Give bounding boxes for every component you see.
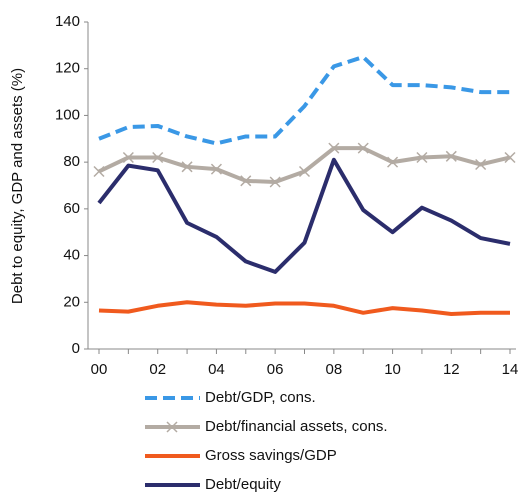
x-tick-label: 12 bbox=[443, 361, 460, 378]
legend-label: Gross savings/GDP bbox=[205, 447, 337, 464]
x-tick-label: 04 bbox=[208, 361, 225, 378]
point-marker bbox=[152, 151, 164, 164]
legend-label: Debt/GDP, cons. bbox=[205, 389, 316, 406]
point-marker bbox=[504, 151, 516, 164]
series-line bbox=[97, 157, 511, 274]
point-marker bbox=[181, 161, 193, 173]
y-tick-label: 0 bbox=[72, 340, 80, 357]
point-marker bbox=[357, 142, 369, 154]
y-tick-label: 40 bbox=[63, 247, 80, 264]
y-tick-label: 60 bbox=[63, 200, 80, 217]
y-tick-label: 20 bbox=[63, 293, 80, 310]
x-tick-label: 10 bbox=[384, 361, 401, 378]
x-tick-label: 14 bbox=[502, 361, 519, 378]
point-marker bbox=[240, 175, 252, 187]
y-tick-label: 120 bbox=[55, 60, 80, 77]
legend-label: Debt/equity bbox=[205, 476, 281, 493]
point-marker bbox=[445, 150, 457, 162]
point-marker bbox=[475, 158, 487, 171]
legend-label: Debt/financial assets, cons. bbox=[205, 418, 388, 435]
point-marker bbox=[387, 156, 399, 168]
x-tick-label: 06 bbox=[267, 361, 284, 378]
y-tick-label: 80 bbox=[63, 153, 80, 170]
series-line bbox=[98, 55, 510, 146]
point-marker bbox=[328, 142, 340, 154]
x-tick-label: 00 bbox=[91, 361, 108, 378]
point-marker bbox=[298, 165, 311, 178]
point-marker bbox=[269, 176, 281, 188]
y-tick-label: 100 bbox=[55, 106, 80, 123]
y-axis-label: Debt to equity, GDP and assets (%) bbox=[9, 68, 26, 304]
legend-marker bbox=[166, 421, 178, 433]
x-tick-label: 02 bbox=[149, 361, 166, 378]
x-tick-label: 08 bbox=[326, 361, 343, 378]
point-marker bbox=[210, 163, 222, 175]
y-tick-label: 140 bbox=[55, 13, 80, 30]
point-marker bbox=[93, 165, 105, 178]
point-marker bbox=[122, 151, 134, 164]
point-marker bbox=[416, 151, 428, 164]
series-line bbox=[98, 300, 510, 316]
